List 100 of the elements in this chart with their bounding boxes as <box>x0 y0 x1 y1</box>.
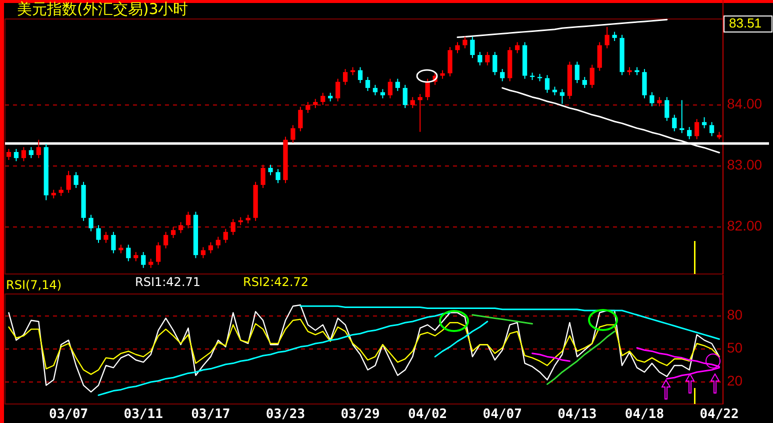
candlestick <box>111 231 116 254</box>
candlestick <box>58 186 64 196</box>
candlestick <box>650 92 654 107</box>
candlestick <box>418 94 422 132</box>
candlestick <box>560 88 565 104</box>
candlestick <box>388 78 392 99</box>
candlestick <box>298 106 303 132</box>
candlestick <box>462 36 468 49</box>
x-tick-label: 04/07 <box>482 407 522 422</box>
x-tick-label: 03/07 <box>49 407 88 422</box>
candlestick <box>216 236 220 249</box>
y-tick-label: 50 <box>727 340 743 356</box>
candlestick <box>657 96 662 107</box>
candlestick <box>170 226 176 239</box>
candlestick <box>672 114 677 132</box>
candlestick <box>141 252 146 268</box>
candlestick <box>590 64 594 88</box>
candlestick <box>702 116 707 129</box>
candlestick <box>500 68 505 82</box>
x-tick-label: 03/23 <box>266 407 306 422</box>
candlestick <box>156 242 161 266</box>
candlestick <box>425 78 430 101</box>
candlestick <box>380 88 386 99</box>
y-tick-label: 20 <box>727 372 743 389</box>
candlestick <box>402 84 408 109</box>
candlestick <box>478 51 482 66</box>
chart-title: RSI(7,14) <box>6 278 62 292</box>
candlestick <box>306 101 310 114</box>
candlestick <box>21 146 26 162</box>
candlestick <box>597 42 602 72</box>
candlestick <box>448 46 452 77</box>
candlestick <box>134 252 138 262</box>
x-tick-label: 04/13 <box>558 407 597 422</box>
candlestick <box>276 168 280 184</box>
candlestick <box>104 231 108 244</box>
text: RSI1:42.71 <box>135 275 201 289</box>
candlestick <box>14 148 19 162</box>
candlestick <box>342 68 348 86</box>
candlestick <box>492 51 498 76</box>
line-series <box>456 18 668 38</box>
text: 83.51 <box>729 15 762 30</box>
chart-title: 美元指数(外汇交易)3小时 <box>17 0 188 18</box>
candlestick <box>148 258 154 268</box>
line-series <box>472 314 534 324</box>
candlestick <box>709 122 714 137</box>
x-tick-label: 03/11 <box>124 407 164 422</box>
candlestick <box>313 98 318 109</box>
candlestick <box>66 170 71 194</box>
candlestick <box>680 100 684 134</box>
candlestick <box>664 96 670 122</box>
candlestick <box>515 42 520 54</box>
x-tick-label: 04/22 <box>700 407 739 422</box>
text: RSI2:42.72 <box>243 275 309 289</box>
candlestick <box>410 96 415 109</box>
candlestick <box>320 92 326 106</box>
candlestick <box>290 124 296 144</box>
candlestick <box>582 76 587 88</box>
y-tick-label: 82.00 <box>727 218 762 234</box>
candlestick <box>28 146 34 159</box>
candlestick <box>268 164 273 176</box>
candlestick <box>470 36 475 59</box>
candlestick <box>200 246 206 259</box>
candlestick <box>687 126 692 140</box>
candlestick <box>96 224 101 244</box>
candlestick <box>604 26 610 49</box>
candlestick <box>260 164 266 188</box>
candlestick <box>612 31 617 42</box>
candlestick <box>186 211 191 229</box>
candlestick <box>36 139 41 159</box>
candlestick <box>336 78 340 102</box>
candlestick <box>358 66 363 84</box>
candlestick <box>395 78 400 92</box>
candlestick <box>694 118 700 140</box>
x-tick-label: 03/17 <box>191 407 230 422</box>
line-series <box>300 305 720 340</box>
candlestick <box>372 84 378 96</box>
line-series <box>8 318 720 375</box>
y-tick-label: 83.00 <box>727 156 762 173</box>
candlestick <box>6 148 12 160</box>
candlestick <box>223 228 228 244</box>
candlestick <box>230 218 236 236</box>
line-series <box>532 352 570 362</box>
line-series <box>8 304 720 392</box>
candlestick <box>642 68 647 99</box>
y-tick-label: 84.00 <box>727 96 762 112</box>
candlestick <box>544 74 550 94</box>
x-tick-label: 04/18 <box>624 407 664 422</box>
candlestick <box>574 61 580 84</box>
line-series <box>434 320 488 358</box>
candlestick <box>88 214 94 232</box>
y-tick-label: 80 <box>727 306 743 323</box>
candlestick <box>365 76 370 92</box>
candlestick <box>163 231 168 249</box>
candlestick <box>126 244 131 262</box>
candlestick <box>485 51 490 66</box>
candlestick <box>74 172 78 188</box>
candlestick <box>178 222 184 234</box>
x-tick-label: 03/29 <box>340 407 380 422</box>
x-tick-label: 04/02 <box>408 407 448 422</box>
candlestick <box>455 42 460 54</box>
